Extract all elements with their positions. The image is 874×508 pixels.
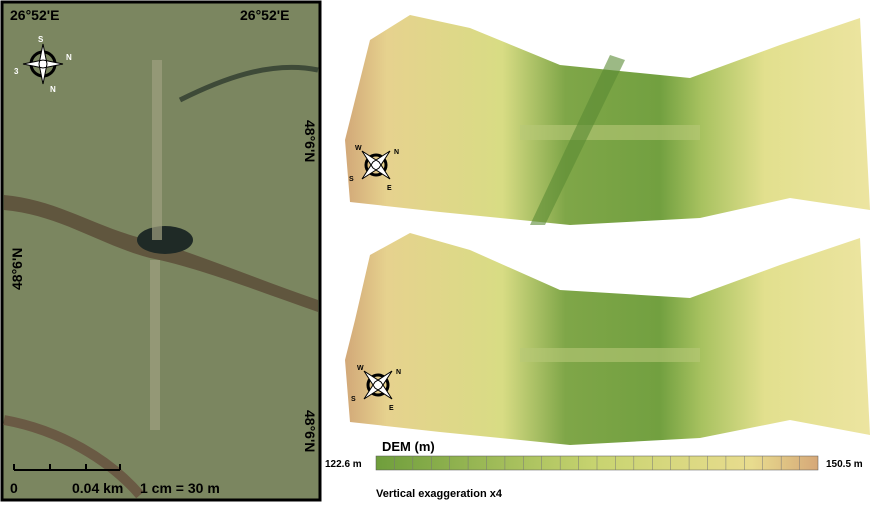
compass-letter: 3 (14, 67, 19, 76)
lat-label: 48°6'N (302, 120, 318, 162)
dem-surface (345, 15, 870, 225)
compass-letter: W (355, 145, 362, 152)
dam-track (152, 60, 162, 240)
lat-label: 48°6'N (9, 248, 25, 290)
legend-note: Vertical exaggeration x4 (376, 488, 503, 500)
dem-bottom: W N S E (345, 233, 870, 445)
pond (137, 226, 193, 254)
compass-letter: E (389, 405, 394, 412)
legend-min: 122.6 m (325, 459, 362, 470)
compass-letter: N (396, 369, 401, 376)
compass-letter: N (50, 85, 56, 94)
compass-letter: N (394, 149, 399, 156)
figure: 26°52'E 26°52'E 48°6'N 48°6'N 48°6'N S N… (0, 0, 874, 503)
scale-label: 0 (10, 480, 18, 496)
compass-letter: S (38, 35, 44, 44)
legend-title: DEM (m) (382, 439, 435, 454)
dem-surface (345, 233, 870, 445)
lon-label: 26°52'E (240, 7, 289, 23)
legend-max: 150.5 m (826, 459, 863, 470)
compass-letter: W (357, 365, 364, 372)
aerial-panel: 26°52'E 26°52'E 48°6'N 48°6'N 48°6'N S N… (2, 2, 320, 500)
lon-label: 26°52'E (10, 7, 59, 23)
compass-letter: S (349, 176, 354, 183)
scale-label: 1 cm = 30 m (140, 480, 220, 496)
dem-top: W N S E (345, 15, 870, 225)
legend: DEM (m) 122.6 m 150.5 m Vertical exagger… (325, 439, 863, 500)
dam-relief (520, 125, 700, 140)
dam-relief (520, 348, 700, 362)
lat-label: 48°6'N (302, 410, 318, 452)
compass-letter: N (66, 53, 72, 62)
compass-letter: S (351, 396, 356, 403)
scale-label: 0.04 km (72, 480, 123, 496)
compass-letter: E (387, 185, 392, 192)
dam-track (150, 260, 160, 430)
